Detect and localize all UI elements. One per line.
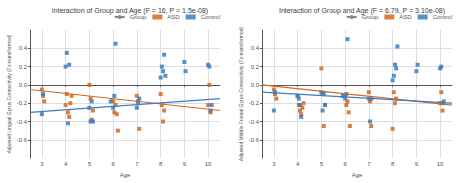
svg-text:9: 9 <box>183 161 187 167</box>
svg-text:5: 5 <box>88 161 92 167</box>
svg-text:ASD: ASD <box>399 14 412 20</box>
svg-text:-0.6: -0.6 <box>17 137 28 143</box>
svg-text:10: 10 <box>437 161 444 167</box>
svg-text:0.4: 0.4 <box>251 45 260 51</box>
svg-text:Group: Group <box>130 14 147 20</box>
svg-text:Age: Age <box>352 172 363 178</box>
svg-text:4: 4 <box>296 161 300 167</box>
svg-text:ASD: ASD <box>167 14 180 20</box>
svg-text:Control: Control <box>201 14 220 20</box>
svg-text:-0.4: -0.4 <box>17 119 28 125</box>
svg-text:Interaction of Group and Age (: Interaction of Group and Age (F = 16, P … <box>52 7 208 15</box>
svg-text:6: 6 <box>111 161 115 167</box>
svg-text:0.2: 0.2 <box>251 64 260 70</box>
svg-text:Group: Group <box>362 14 379 20</box>
svg-text:0.2: 0.2 <box>19 64 28 70</box>
svg-text:0.0: 0.0 <box>251 82 260 88</box>
svg-text:Adjusted Middle Frontal Gyrus: Adjusted Middle Frontal Gyrus Connectivi… <box>238 26 244 161</box>
svg-text:10: 10 <box>205 161 212 167</box>
svg-text:Control: Control <box>433 14 452 20</box>
svg-text:8: 8 <box>159 161 163 167</box>
svg-text:8: 8 <box>391 161 395 167</box>
svg-text:-0.2: -0.2 <box>17 100 28 106</box>
svg-text:9: 9 <box>415 161 419 167</box>
svg-text:-0.2: -0.2 <box>249 100 260 106</box>
svg-text:3: 3 <box>272 161 276 167</box>
svg-text:3: 3 <box>40 161 44 167</box>
svg-text:4: 4 <box>64 161 68 167</box>
svg-text:7: 7 <box>135 161 139 167</box>
svg-text:0.4: 0.4 <box>19 45 28 51</box>
svg-text:7: 7 <box>367 161 371 167</box>
svg-text:-0.4: -0.4 <box>249 119 260 125</box>
svg-text:Interaction of Group and Age (: Interaction of Group and Age (F = 6.79, … <box>279 7 445 15</box>
svg-text:Adjusted Lingual Gyrus Connect: Adjusted Lingual Gyrus Connectivity (Fz-… <box>6 34 12 153</box>
svg-text:Age: Age <box>120 172 131 178</box>
svg-text:-0.6: -0.6 <box>249 137 260 143</box>
svg-text:5: 5 <box>320 161 324 167</box>
svg-text:0.0: 0.0 <box>19 82 28 88</box>
svg-text:6: 6 <box>343 161 347 167</box>
